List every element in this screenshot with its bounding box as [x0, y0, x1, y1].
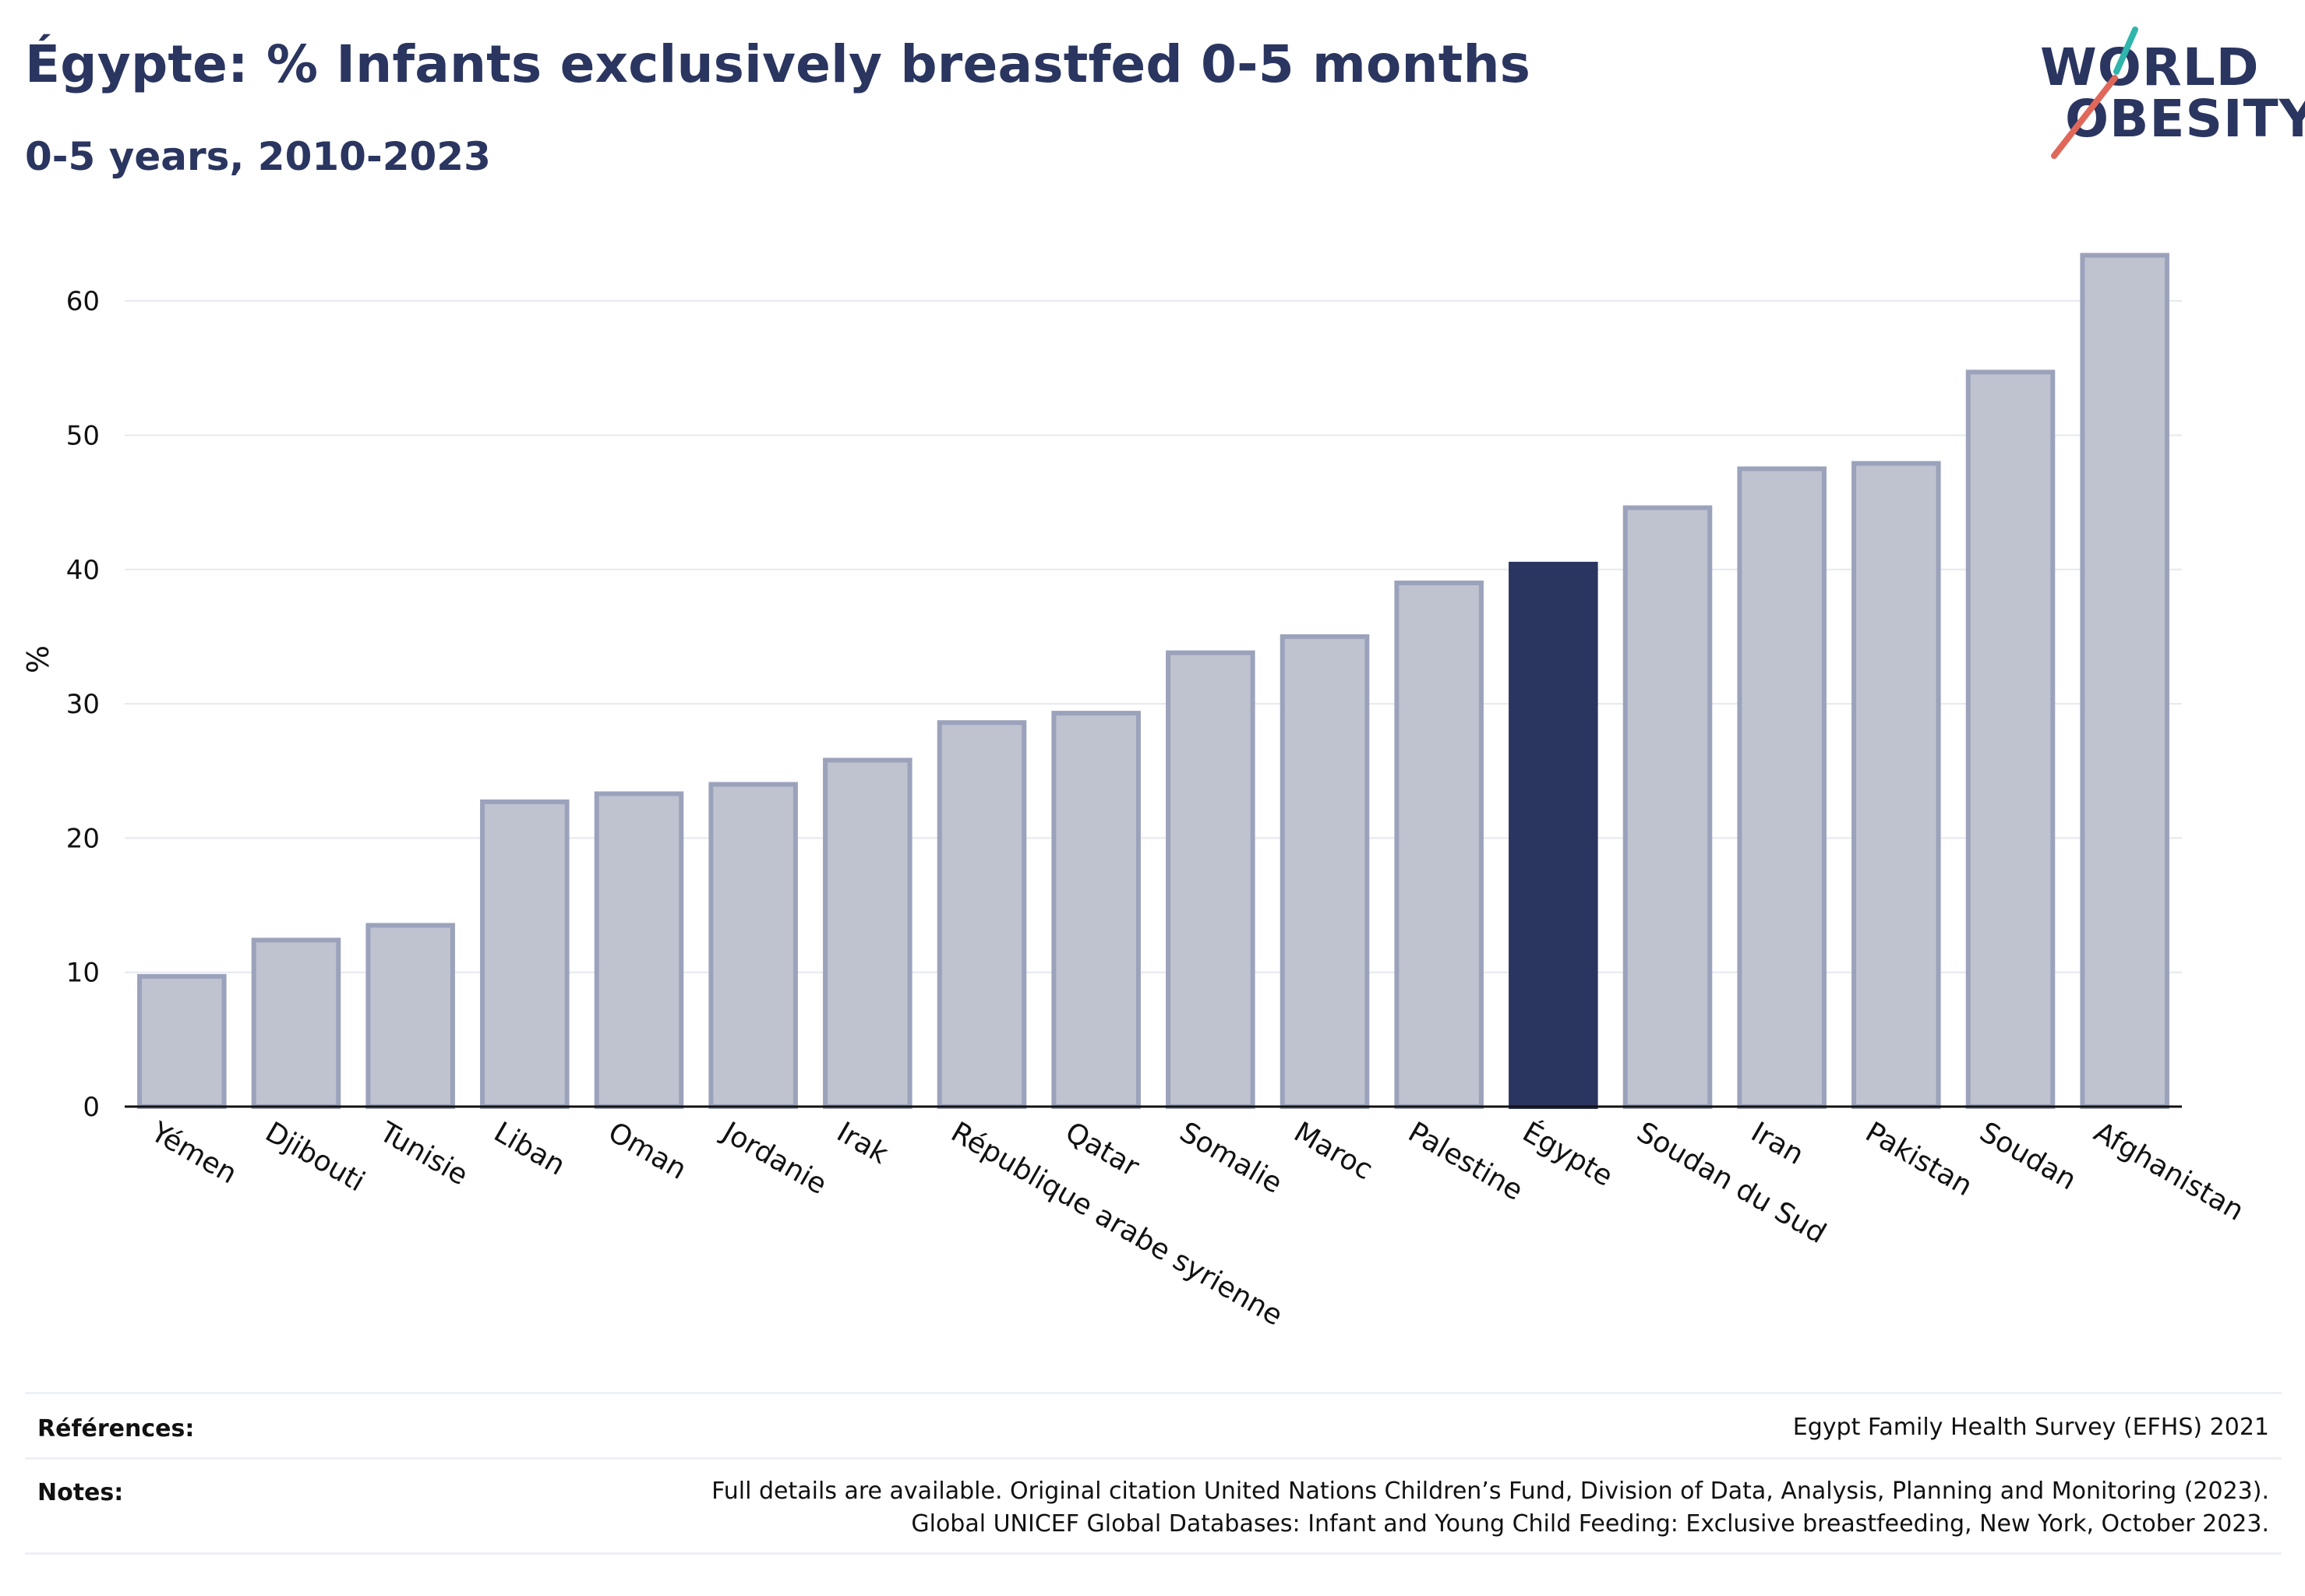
references-value: Egypt Family Health Survey (EFHS) 2021 [1792, 1414, 2269, 1441]
x-tick-label: Soudan du Sud [1632, 1116, 1831, 1250]
bar [480, 799, 570, 1110]
x-tick-label: Jordanie [715, 1115, 831, 1201]
references-label: Références: [37, 1415, 195, 1442]
chart-title: Égypte: % Infants exclusively breastfed … [25, 34, 1531, 94]
bar [1851, 461, 1941, 1109]
y-tick-label: 20 [66, 823, 100, 854]
y-tick-label: 0 [83, 1092, 100, 1123]
footer-divider-bottom [25, 1552, 2282, 1555]
x-tick-label: Irak [831, 1116, 894, 1171]
x-tick-label: Somalie [1174, 1116, 1287, 1200]
x-tick-label: Oman [603, 1116, 692, 1186]
bar [708, 782, 798, 1109]
x-tick-label: Afghanistan [2088, 1116, 2249, 1227]
y-tick-labels: 0 10 20 30 40 50 60 [66, 286, 100, 1123]
notes-label: Notes: [37, 1479, 124, 1506]
bar [2080, 252, 2169, 1110]
x-tick-label: Iran [1746, 1116, 1809, 1171]
bar-highlight [1509, 561, 1598, 1109]
x-tick-label: Soudan [1975, 1116, 2082, 1196]
bars [137, 252, 2169, 1110]
chart-subtitle: 0-5 years, 2010-2023 [25, 134, 491, 179]
x-tick-label: Yémen [145, 1116, 242, 1191]
bar [823, 757, 912, 1109]
x-tick-label: Palestine [1403, 1116, 1528, 1207]
x-tick-label: Égypte [1517, 1115, 1618, 1192]
bar [1965, 369, 2056, 1109]
footer-references: Références: Egypt Family Health Survey (… [25, 1412, 2282, 1451]
y-tick-label: 10 [66, 958, 100, 989]
y-tick-label: 40 [66, 555, 100, 586]
bar [251, 937, 341, 1110]
notes-line-1: Full details are available. Original cit… [711, 1478, 2269, 1505]
x-tick-label: Liban [489, 1116, 570, 1181]
bar [594, 791, 684, 1109]
logo-slash-icon [2051, 26, 2138, 159]
bar [365, 923, 455, 1110]
bar [1737, 466, 1827, 1109]
x-tick-label: Tunisie [373, 1116, 473, 1192]
grid-lines [125, 300, 2182, 973]
bar [1280, 634, 1370, 1109]
x-tick-label: Qatar [1060, 1116, 1144, 1183]
x-tick-label: Pakistan [1860, 1116, 1978, 1202]
logo-word-world: WORLD [2040, 37, 2260, 97]
x-tick-labels: Yémen Djibouti Tunisie Liban Oman Jordanie Ira… [145, 1115, 2249, 1332]
bar [1394, 581, 1484, 1109]
bar [1051, 711, 1141, 1110]
notes-line-2: Global UNICEF Global Databases: Infant a… [911, 1510, 2269, 1538]
y-tick-label: 60 [66, 286, 100, 317]
y-tick-label: 30 [66, 689, 100, 720]
x-tick-label: Djibouti [260, 1116, 370, 1198]
bar [937, 720, 1027, 1109]
bar [137, 973, 227, 1110]
footer-notes: Notes: Full details are available. Origi… [25, 1476, 2282, 1546]
world-obesity-logo: WORLD OBESITY [2034, 23, 2305, 164]
footer-divider-top [25, 1392, 2282, 1394]
x-tick-label: Maroc [1289, 1116, 1378, 1186]
bar-chart: 0 10 20 30 40 50 60 Yémen Djibouti Tunisie Liban O… [21, 252, 2249, 1333]
bar [1622, 505, 1713, 1109]
y-axis-label: % [21, 645, 55, 673]
y-tick-label: 50 [66, 420, 100, 451]
logo-word-obesity: OBESITY [2065, 89, 2305, 149]
bar [1166, 650, 1255, 1109]
footer-divider-middle [25, 1457, 2282, 1460]
